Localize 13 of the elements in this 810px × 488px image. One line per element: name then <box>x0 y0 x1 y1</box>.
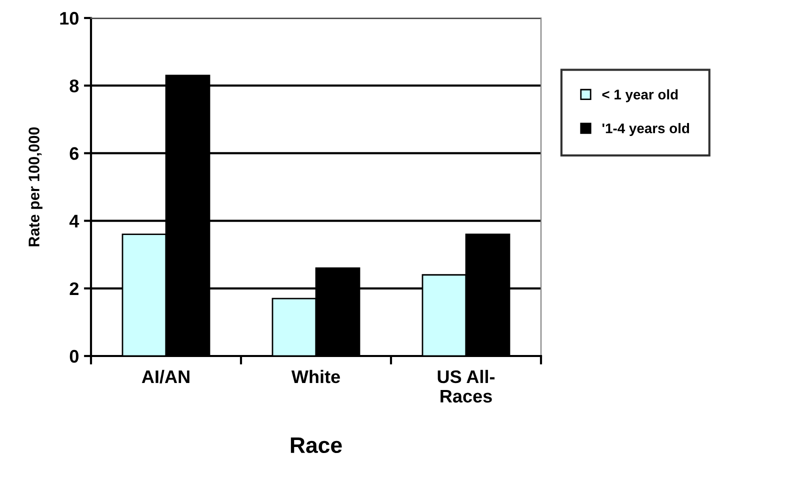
x-tick-label: US All- Races <box>438 370 495 403</box>
y-tick-label: 4 <box>69 214 80 228</box>
y-tick-label: 0 <box>70 350 78 363</box>
y-tick-label: 10 <box>60 12 78 25</box>
legend-label: '1-4 years old <box>602 123 690 136</box>
y-tick-label: 8 <box>70 80 79 92</box>
x-tick-label: White <box>291 370 340 384</box>
y-axis-title: Rate per 100,000 <box>28 127 42 246</box>
y-tick-label: 6 <box>70 147 79 160</box>
y-tick-label: 2 <box>70 282 78 295</box>
x-axis-title: Race <box>290 438 342 454</box>
x-tick-label: AI/AN <box>142 370 190 384</box>
legend-label: < 1 year old <box>602 89 678 102</box>
